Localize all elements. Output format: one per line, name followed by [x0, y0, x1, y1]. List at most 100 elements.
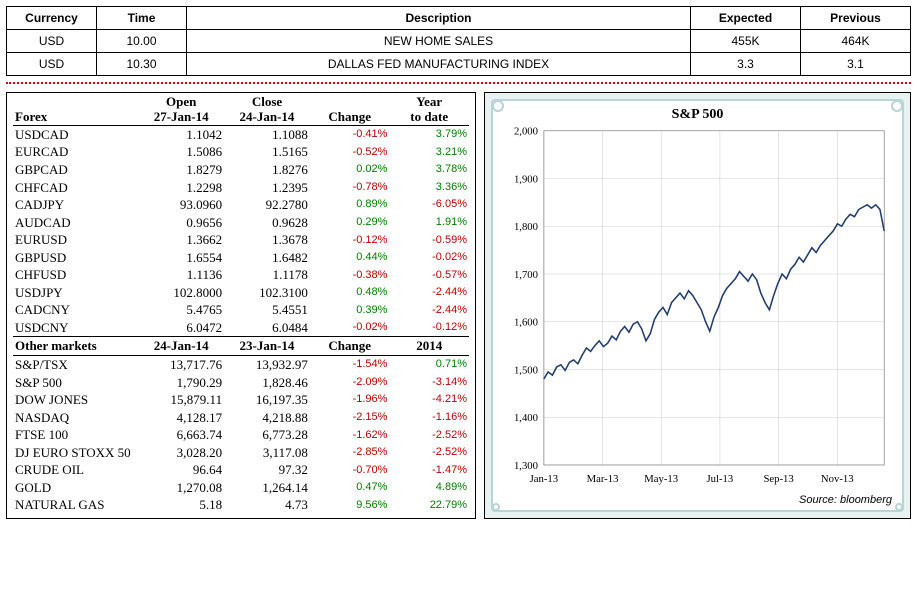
market-cell-name: USDCNY [13, 319, 138, 337]
events-cell-previous: 3.1 [801, 53, 911, 76]
market-cell-close: 16,197.35 [224, 391, 310, 409]
market-cell-open: 1.1136 [138, 266, 224, 284]
market-cell-close: 1.6482 [224, 249, 310, 267]
market-cell-close: 1.8276 [224, 161, 310, 179]
market-cell-change: -2.15% [310, 409, 390, 427]
market-row: EURUSD1.36621.3678-0.12%-0.59% [13, 231, 469, 249]
market-cell-open: 4,128.17 [138, 409, 224, 427]
market-cell-ytd: -2.52% [389, 426, 469, 444]
svg-text:1,800: 1,800 [514, 222, 538, 233]
other-header-label: Other markets [13, 337, 138, 356]
market-cell-ytd: -2.44% [389, 301, 469, 319]
events-row: USD10.00NEW HOME SALES455K464K [7, 30, 911, 53]
market-cell-change: 0.02% [310, 161, 390, 179]
svg-text:Mar-13: Mar-13 [587, 474, 619, 485]
market-cell-name: NASDAQ [13, 409, 138, 427]
market-cell-close: 4,218.88 [224, 409, 310, 427]
market-cell-ytd: 3.36% [389, 179, 469, 197]
market-cell-ytd: -4.21% [389, 391, 469, 409]
market-cell-close: 1.5165 [224, 143, 310, 161]
market-cell-change: -1.62% [310, 426, 390, 444]
market-cell-close: 1.2395 [224, 179, 310, 197]
market-cell-name: NATURAL GAS [13, 496, 138, 514]
market-row: GBPCAD1.82791.82760.02%3.78% [13, 161, 469, 179]
market-cell-ytd: 22.79% [389, 496, 469, 514]
market-row: DOW JONES15,879.1116,197.35-1.96%-4.21% [13, 391, 469, 409]
market-cell-open: 93.0960 [138, 196, 224, 214]
market-cell-close: 1,828.46 [224, 374, 310, 392]
market-cell-change: -0.41% [310, 125, 390, 143]
market-cell-open: 5.18 [138, 496, 224, 514]
market-cell-name: DJ EURO STOXX 50 [13, 444, 138, 462]
events-cell-expected: 455K [691, 30, 801, 53]
market-cell-close: 1.3678 [224, 231, 310, 249]
market-cell-name: CRUDE OIL [13, 461, 138, 479]
market-cell-name: S&P 500 [13, 374, 138, 392]
svg-text:1,900: 1,900 [514, 174, 538, 185]
market-cell-open: 6,663.74 [138, 426, 224, 444]
events-cell-currency: USD [7, 53, 97, 76]
market-cell-name: AUDCAD [13, 214, 138, 232]
chart-plot-area: 1,3001,4001,5001,6001,7001,8001,9002,000… [503, 125, 892, 488]
market-row: CHFCAD1.22981.2395-0.78%3.36% [13, 179, 469, 197]
market-cell-close: 5.4551 [224, 301, 310, 319]
forex-header-close-date: 24-Jan-14 [224, 110, 310, 125]
market-cell-close: 0.9628 [224, 214, 310, 232]
market-cell-open: 15,879.11 [138, 391, 224, 409]
events-cell-time: 10.30 [97, 53, 187, 76]
market-cell-open: 3,028.20 [138, 444, 224, 462]
market-cell-change: -0.12% [310, 231, 390, 249]
market-cell-close: 97.32 [224, 461, 310, 479]
market-cell-open: 13,717.76 [138, 355, 224, 373]
events-cell-time: 10.00 [97, 30, 187, 53]
market-row: FTSE 1006,663.746,773.28-1.62%-2.52% [13, 426, 469, 444]
market-cell-ytd: 3.79% [389, 125, 469, 143]
svg-text:Sep-13: Sep-13 [763, 474, 793, 485]
market-row: GOLD1,270.081,264.140.47%4.89% [13, 479, 469, 497]
market-row: S&P 5001,790.291,828.46-2.09%-3.14% [13, 374, 469, 392]
markets-panel: Forex Open Close Change Year 27-Jan-14 2… [6, 92, 476, 519]
market-cell-open: 1,790.29 [138, 374, 224, 392]
market-cell-name: CADCNY [13, 301, 138, 319]
events-cell-currency: USD [7, 30, 97, 53]
market-row: DJ EURO STOXX 503,028.203,117.08-2.85%-2… [13, 444, 469, 462]
other-header-change: Change [310, 337, 390, 356]
market-cell-open: 1.6554 [138, 249, 224, 267]
market-cell-ytd: 3.78% [389, 161, 469, 179]
market-cell-ytd: -0.02% [389, 249, 469, 267]
market-cell-open: 1.8279 [138, 161, 224, 179]
market-cell-close: 6.0484 [224, 319, 310, 337]
market-cell-change: 0.44% [310, 249, 390, 267]
market-cell-change: -0.38% [310, 266, 390, 284]
market-cell-open: 1,270.08 [138, 479, 224, 497]
chart-source: Source: bloomberg [799, 494, 892, 506]
market-cell-ytd: -1.47% [389, 461, 469, 479]
market-row: CADJPY93.096092.27800.89%-6.05% [13, 196, 469, 214]
market-row: USDCNY6.04726.0484-0.02%-0.12% [13, 319, 469, 337]
market-cell-name: CADJPY [13, 196, 138, 214]
market-row: NATURAL GAS5.184.739.56%22.79% [13, 496, 469, 514]
other-header-ytd: 2014 [389, 337, 469, 356]
market-cell-name: CHFCAD [13, 179, 138, 197]
section-divider [6, 82, 911, 84]
market-row: AUDCAD0.96560.96280.29%1.91% [13, 214, 469, 232]
svg-text:1,300: 1,300 [514, 461, 538, 472]
market-cell-open: 96.64 [138, 461, 224, 479]
svg-text:2,000: 2,000 [514, 127, 538, 138]
market-cell-open: 0.9656 [138, 214, 224, 232]
chart-title: S&P 500 [493, 107, 902, 123]
events-header-currency: Currency [7, 7, 97, 30]
market-cell-ytd: -2.44% [389, 284, 469, 302]
market-cell-name: USDCAD [13, 125, 138, 143]
market-cell-name: EURCAD [13, 143, 138, 161]
market-row: GBPUSD1.65541.64820.44%-0.02% [13, 249, 469, 267]
market-cell-ytd: -0.12% [389, 319, 469, 337]
market-row: CADCNY5.47655.45510.39%-2.44% [13, 301, 469, 319]
market-row: EURCAD1.50861.5165-0.52%3.21% [13, 143, 469, 161]
market-cell-name: USDJPY [13, 284, 138, 302]
events-cell-expected: 3.3 [691, 53, 801, 76]
chart-frame: S&P 500 1,3001,4001,5001,6001,7001,8001,… [491, 99, 904, 512]
market-row: USDCAD1.10421.1088-0.41%3.79% [13, 125, 469, 143]
market-cell-open: 1.3662 [138, 231, 224, 249]
market-cell-close: 4.73 [224, 496, 310, 514]
